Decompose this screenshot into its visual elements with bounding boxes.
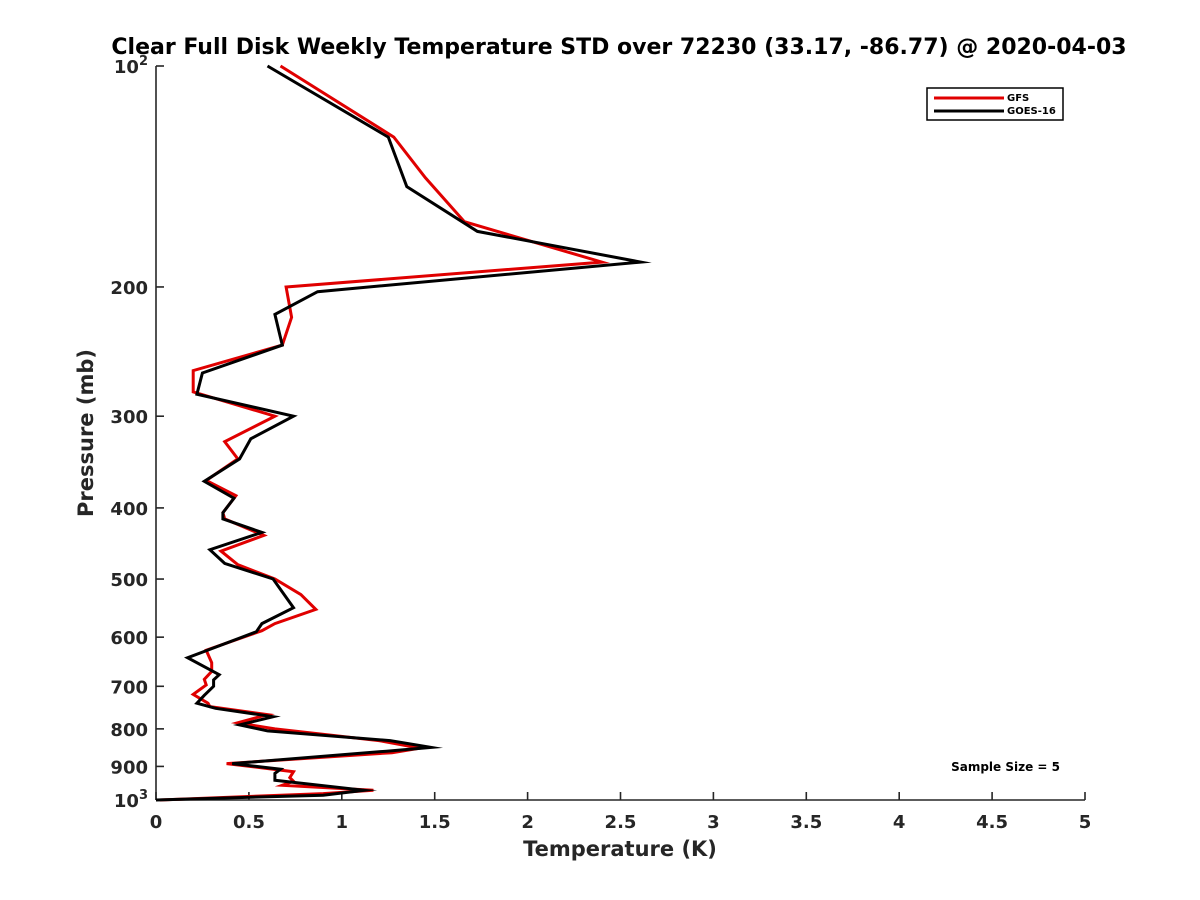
sample-size-annotation: Sample Size = 5 [951, 760, 1060, 774]
y-tick-label: 800 [110, 720, 148, 741]
x-tick-label: 2.5 [605, 812, 637, 833]
y-axis-label: Pressure (mb) [74, 349, 98, 517]
x-tick-label: 5 [1079, 812, 1092, 833]
y-tick-label: 103 [114, 788, 148, 812]
y-tick-label: 700 [110, 677, 148, 698]
plot-area: 0 0.5 1 1.5 2 2.5 3 3.5 4 4.5 5 102 200 300 400 500 600… [110, 54, 1091, 833]
x-tick-label: 3.5 [790, 812, 822, 833]
x-axis-label: Temperature (K) [523, 837, 717, 861]
legend-label-gfs: GFS [1007, 93, 1029, 104]
y-tick-label: 400 [110, 499, 148, 520]
x-tick-label: 0 [150, 812, 163, 833]
y-tick-label: 102 [114, 54, 148, 78]
x-tick-label: 4.5 [976, 812, 1008, 833]
y-tick-label: 500 [110, 570, 148, 591]
x-tick-label: 1 [336, 812, 349, 833]
x-tick-label: 4 [893, 812, 906, 833]
x-tick-label: 3 [707, 812, 720, 833]
legend-label-goes16: GOES-16 [1007, 106, 1056, 117]
y-tick-label: 300 [110, 407, 148, 428]
series-line-goes16 [155, 64, 652, 802]
y-tick-label: 600 [110, 628, 148, 649]
series-layer [155, 64, 652, 802]
y-axis-ticks: 102 200 300 400 500 600 700 800 900 103 [110, 54, 164, 812]
x-axis-ticks: 0 0.5 1 1.5 2 2.5 3 3.5 4 4.5 5 [150, 792, 1092, 833]
y-tick-label: 900 [110, 757, 148, 778]
x-tick-label: 2 [521, 812, 534, 833]
x-tick-label: 1.5 [419, 812, 451, 833]
legend: GFS GOES-16 [926, 87, 1064, 121]
series-line-gfs [159, 64, 611, 802]
y-tick-label: 200 [110, 278, 148, 299]
legend-box [926, 87, 1064, 121]
x-tick-label: 0.5 [233, 812, 265, 833]
chart-title: Clear Full Disk Weekly Temperature STD o… [111, 35, 1126, 60]
